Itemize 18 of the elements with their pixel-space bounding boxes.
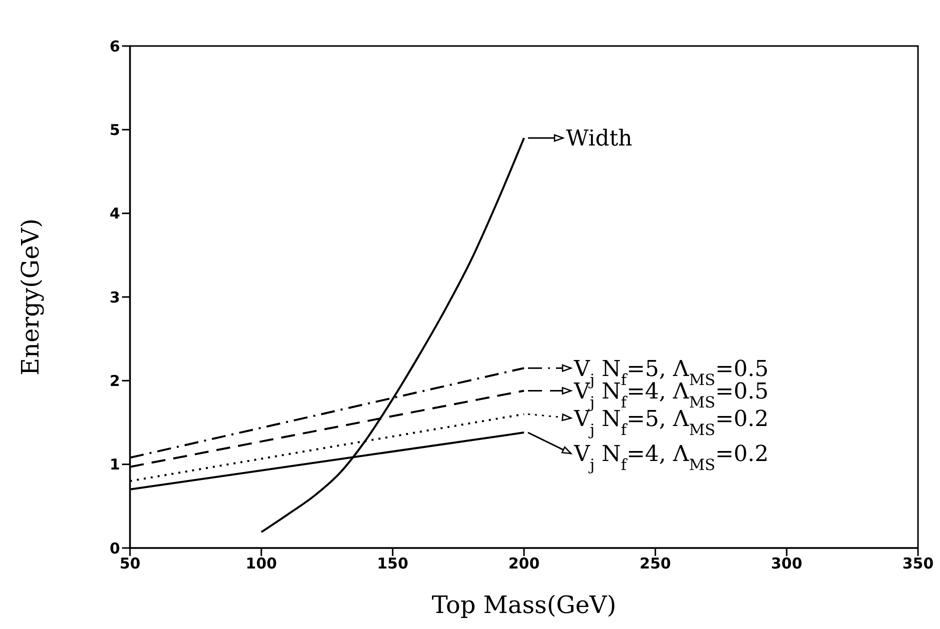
y-tick-label: 3 bbox=[110, 288, 120, 306]
y-tick-label: 6 bbox=[110, 37, 120, 56]
y-tick-label: 2 bbox=[110, 372, 120, 390]
y-tick-label: 1 bbox=[110, 456, 120, 474]
y-tick-label: 5 bbox=[110, 120, 120, 139]
x-tick-label: 300 bbox=[771, 554, 802, 573]
y-tick-label: 4 bbox=[110, 204, 120, 223]
legend-label: Width bbox=[566, 126, 632, 152]
y-axis-title: Energy(GeV) bbox=[16, 218, 45, 376]
x-tick-label: 250 bbox=[640, 554, 671, 573]
x-tick-label: 50 bbox=[120, 554, 140, 573]
x-tick-label: 200 bbox=[508, 554, 540, 573]
x-axis-title: Top Mass(GeV) bbox=[432, 591, 616, 619]
x-tick-label: 350 bbox=[902, 554, 934, 573]
y-tick-label: 0 bbox=[110, 539, 120, 558]
x-tick-label: 100 bbox=[246, 554, 277, 573]
legend-label: V$_{j}$ N$_{f}$=4, Λ$_{MS}$=0.2 bbox=[573, 442, 769, 474]
x-tick-label: 150 bbox=[377, 554, 408, 573]
